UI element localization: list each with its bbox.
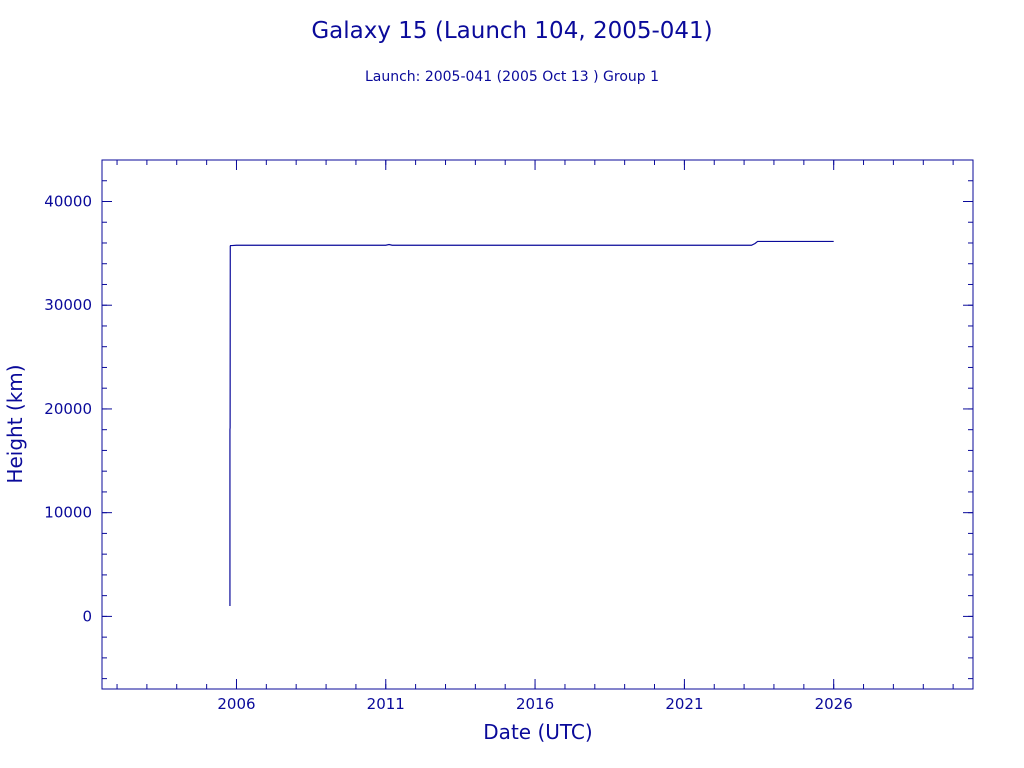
x-tick-label: 2011 bbox=[367, 695, 405, 713]
x-tick-label: 2006 bbox=[217, 695, 255, 713]
height-series-line bbox=[229, 240, 834, 607]
y-tick-label: 30000 bbox=[44, 296, 92, 314]
x-tick-label: 2026 bbox=[815, 695, 853, 713]
x-tick-label: 2016 bbox=[516, 695, 554, 713]
plot-frame bbox=[101, 159, 974, 690]
y-axis-label: Height (km) bbox=[3, 364, 27, 483]
y-tick-label: 20000 bbox=[44, 400, 92, 418]
y-axis: 0 10000 20000 30000 40000 bbox=[44, 192, 973, 625]
x-axis: 2006 2011 2016 2021 2026 bbox=[217, 160, 853, 713]
y-tick-label: 0 bbox=[82, 607, 92, 625]
x-axis-label: Date (UTC) bbox=[483, 720, 592, 744]
y-tick-label: 40000 bbox=[44, 192, 92, 210]
chart-title: Galaxy 15 (Launch 104, 2005-041) bbox=[311, 18, 712, 44]
y-tick-label: 10000 bbox=[44, 504, 92, 522]
minor-ticks bbox=[102, 159, 973, 689]
x-tick-label: 2021 bbox=[665, 695, 703, 713]
chart-subtitle: Launch: 2005-041 (2005 Oct 13 ) Group 1 bbox=[365, 69, 659, 85]
